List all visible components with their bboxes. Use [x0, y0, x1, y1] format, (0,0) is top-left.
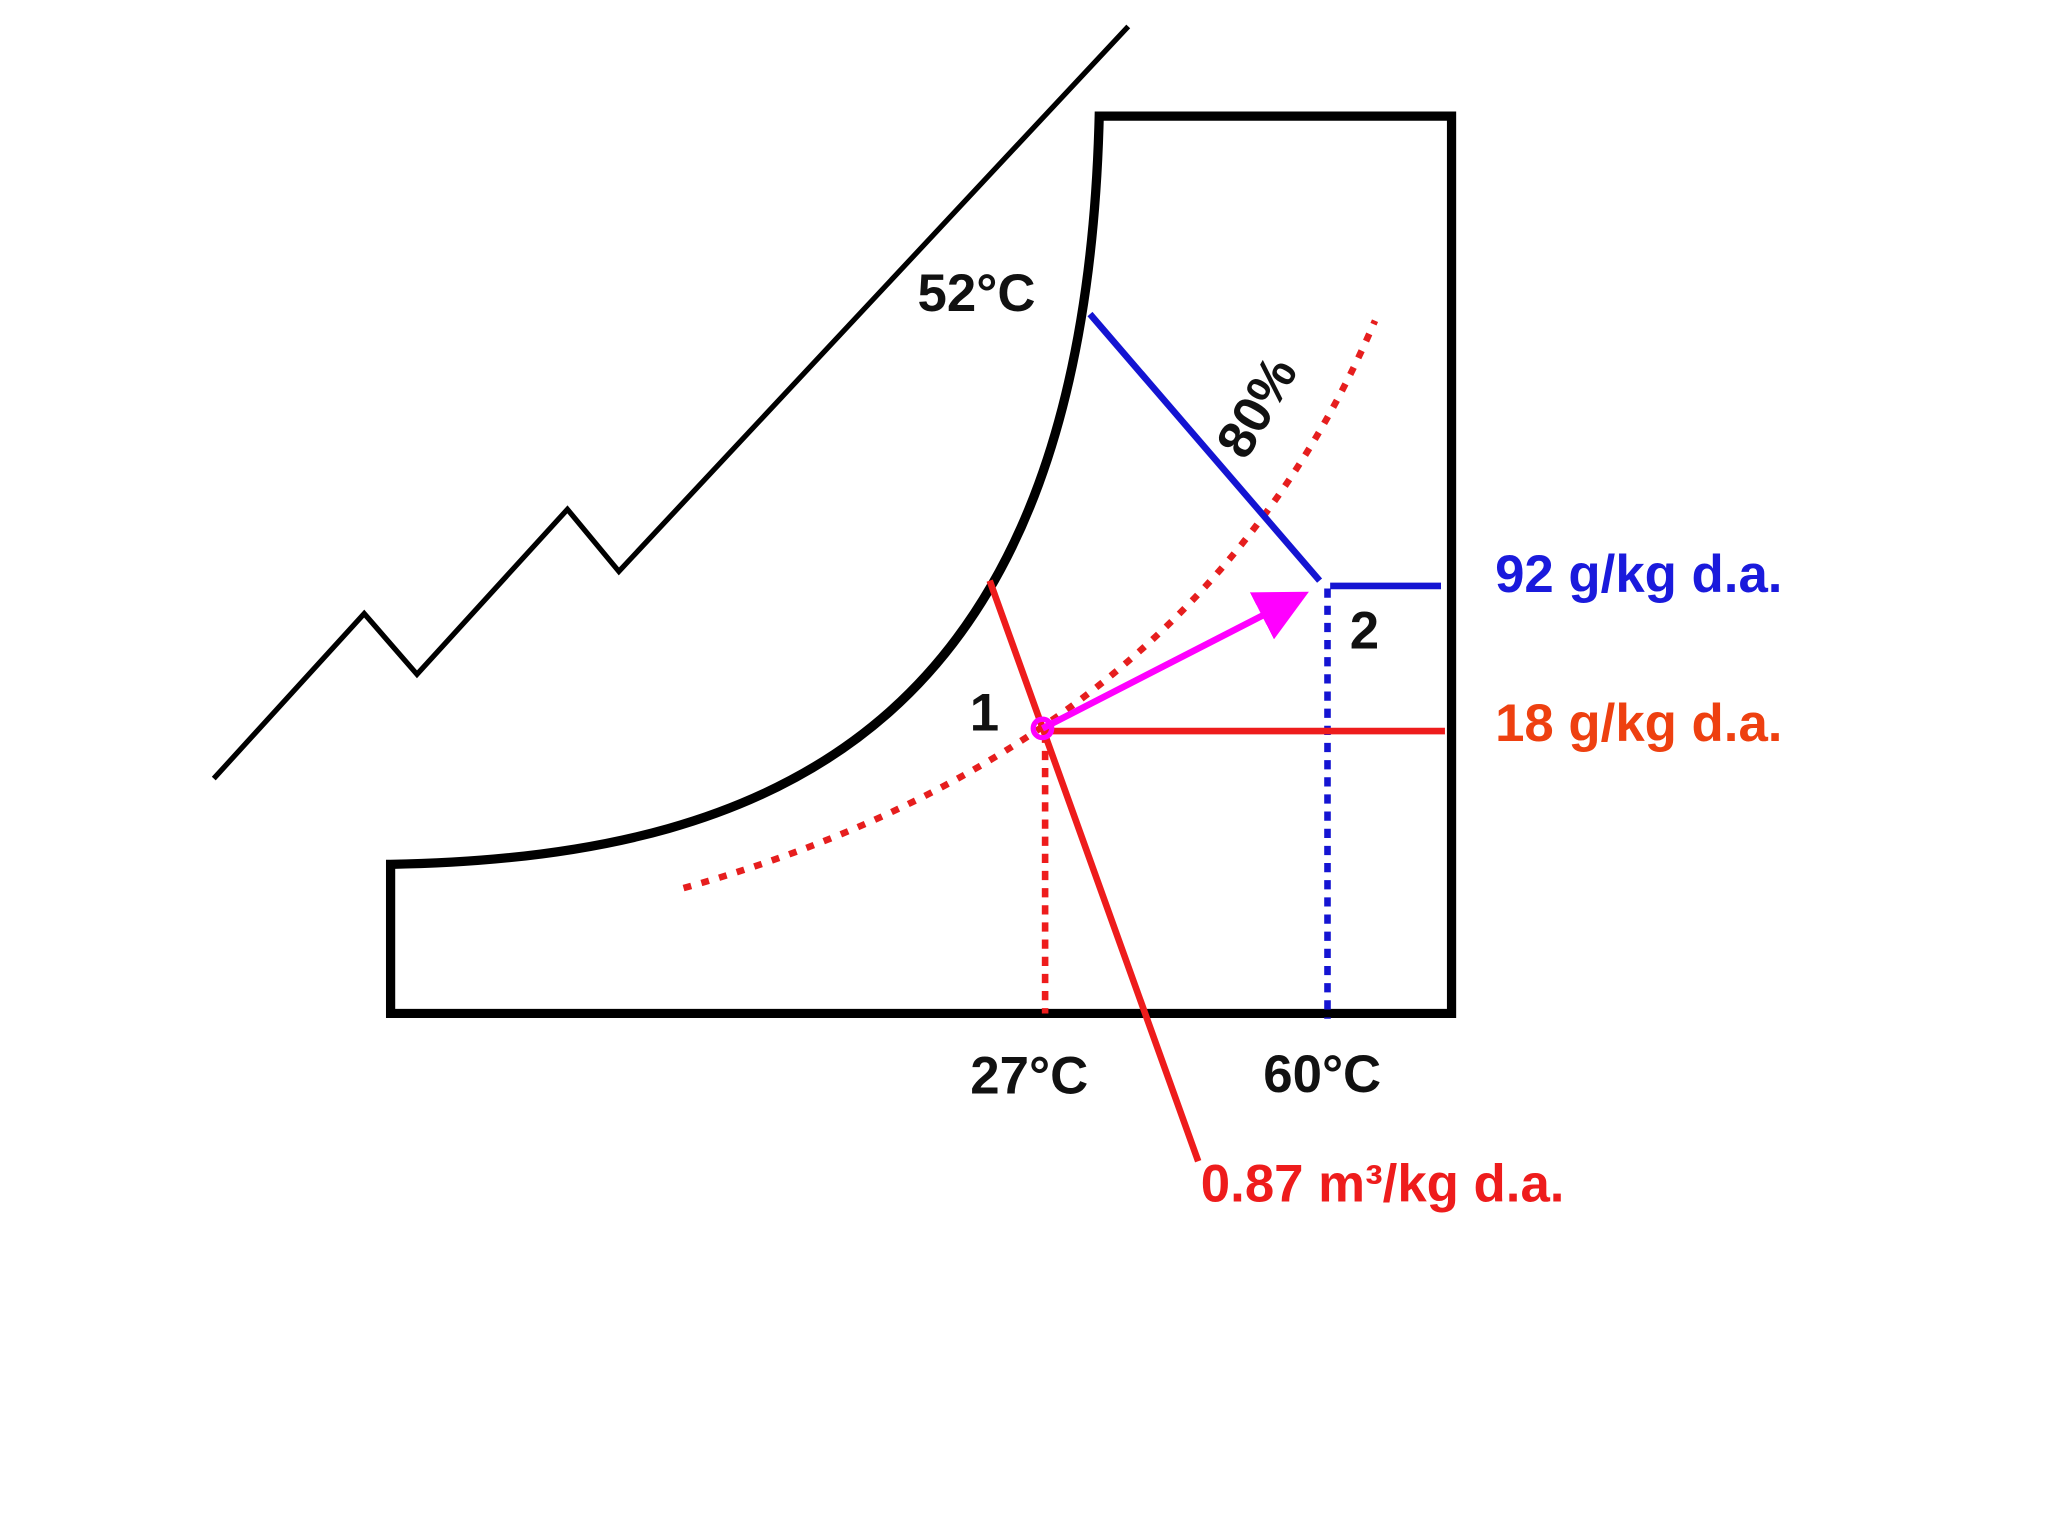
- wet-bulb-line: [1087, 311, 1323, 583]
- saturation-temp-label: 52°C: [918, 264, 1036, 323]
- point-2-label: 2: [1350, 602, 1379, 661]
- specific-volume-label: 0.87 m³/kg d.a.: [1201, 1155, 1565, 1214]
- humidity-ratio-1-label: 18 g/kg d.a.: [1495, 694, 1782, 753]
- enthalpy-scale-line: [211, 24, 1131, 781]
- state-point-1: [1030, 716, 1055, 741]
- dry-bulb-1-label: 27°C: [970, 1046, 1088, 1105]
- chart-outline: [385, 111, 1457, 1019]
- dry-bulb-2-label: 60°C: [1263, 1045, 1381, 1104]
- point-1-label: 1: [970, 683, 999, 742]
- process-arrow: [1040, 591, 1309, 732]
- specific-volume-line: [986, 579, 1202, 1163]
- humidity-ratio-2-label: 92 g/kg d.a.: [1495, 545, 1782, 604]
- rh-curve: [682, 319, 1379, 892]
